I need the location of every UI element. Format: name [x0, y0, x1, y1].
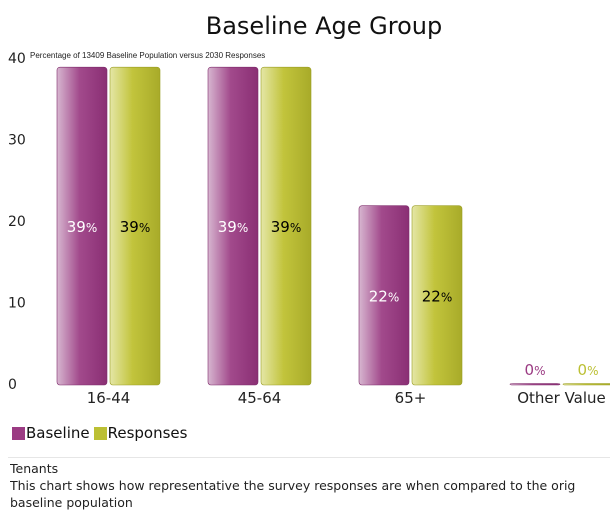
bar-baseline [509, 383, 561, 386]
bar-baseline [56, 66, 108, 386]
bar-responses [260, 66, 312, 386]
bar-responses [109, 66, 161, 386]
x-category-label: 16-44 [87, 389, 131, 407]
chart-footer: Tenants This chart shows how representat… [10, 460, 608, 511]
legend-label-responses: Responses [107, 424, 188, 442]
legend-swatch-baseline [12, 426, 25, 440]
chart-description: This chart shows how representative the … [10, 478, 576, 493]
data-label-baseline: 22% [369, 287, 400, 305]
legend-item-baseline: Baseline [12, 424, 90, 442]
x-axis: 16-44 45-64 65+ Other Value [87, 389, 606, 407]
chart-subtitle: Percentage of 13409 Baseline Population … [30, 51, 265, 60]
data-label-responses: 39% [120, 218, 151, 236]
y-axis: 0 10 20 30 40 [8, 51, 26, 393]
legend-swatch-responses [93, 426, 107, 440]
data-label-responses: 22% [422, 287, 453, 305]
data-label-responses: 39% [271, 218, 302, 236]
plot-area: 39% 39% 39% 39% 22% 22% 0% 0% [56, 66, 610, 386]
y-tick-label: 40 [8, 51, 26, 67]
y-tick-label: 0 [8, 377, 17, 393]
bar-responses [562, 383, 610, 386]
legend-label-baseline: Baseline [26, 424, 90, 442]
data-label-responses: 0% [578, 361, 599, 379]
x-category-label: 45-64 [238, 389, 282, 407]
y-tick-label: 20 [8, 214, 26, 230]
data-label-baseline: 39% [67, 218, 98, 236]
group-label: Tenants [10, 461, 59, 476]
bar-baseline [358, 205, 410, 386]
chart-title: Baseline Age Group [206, 12, 443, 40]
chart-description-continued: baseline population [10, 495, 133, 510]
data-label-baseline: 0% [525, 361, 546, 379]
x-category-label: Other Value [517, 389, 606, 407]
legend: Baseline Responses [12, 424, 187, 442]
x-category-label: 65+ [395, 389, 427, 407]
bar-chart: Baseline Age Group Percentage of 13409 B… [8, 12, 610, 407]
legend-item-responses: Responses [93, 424, 188, 442]
bar-responses [411, 205, 463, 386]
bar-baseline [207, 66, 259, 386]
y-tick-label: 30 [8, 133, 26, 149]
divider [8, 457, 610, 458]
data-label-baseline: 39% [218, 218, 249, 236]
y-tick-label: 10 [8, 296, 26, 312]
